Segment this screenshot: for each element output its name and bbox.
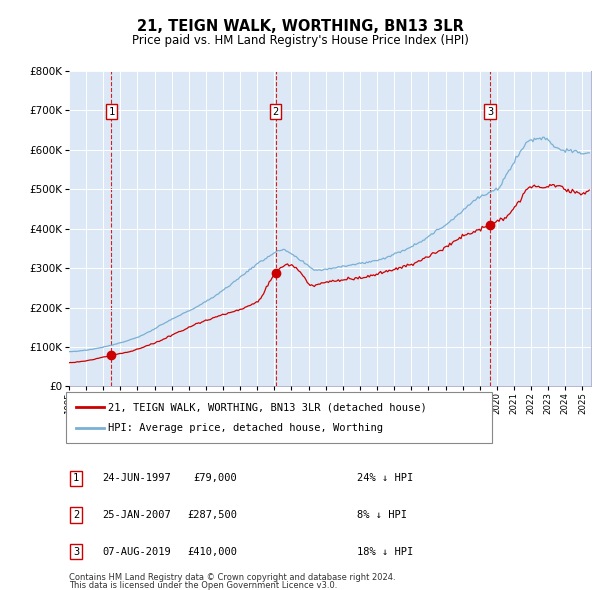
Text: 3: 3 [73,547,79,556]
Text: 3: 3 [487,107,493,117]
Text: 25-JAN-2007: 25-JAN-2007 [102,510,171,520]
Text: Price paid vs. HM Land Registry's House Price Index (HPI): Price paid vs. HM Land Registry's House … [131,34,469,47]
Text: £410,000: £410,000 [187,547,237,556]
Text: 24% ↓ HPI: 24% ↓ HPI [357,474,413,483]
Text: 07-AUG-2019: 07-AUG-2019 [102,547,171,556]
Text: 8% ↓ HPI: 8% ↓ HPI [357,510,407,520]
Text: 24-JUN-1997: 24-JUN-1997 [102,474,171,483]
Text: Contains HM Land Registry data © Crown copyright and database right 2024.: Contains HM Land Registry data © Crown c… [69,572,395,582]
Text: £287,500: £287,500 [187,510,237,520]
Text: HPI: Average price, detached house, Worthing: HPI: Average price, detached house, Wort… [108,422,383,432]
Text: 18% ↓ HPI: 18% ↓ HPI [357,547,413,556]
Text: 21, TEIGN WALK, WORTHING, BN13 3LR: 21, TEIGN WALK, WORTHING, BN13 3LR [137,19,463,34]
Text: This data is licensed under the Open Government Licence v3.0.: This data is licensed under the Open Gov… [69,581,337,590]
Text: 1: 1 [109,107,115,117]
Text: £79,000: £79,000 [193,474,237,483]
Text: 2: 2 [73,510,79,520]
Text: 1: 1 [73,474,79,483]
Text: 21, TEIGN WALK, WORTHING, BN13 3LR (detached house): 21, TEIGN WALK, WORTHING, BN13 3LR (deta… [108,402,427,412]
Text: 2: 2 [272,107,279,117]
